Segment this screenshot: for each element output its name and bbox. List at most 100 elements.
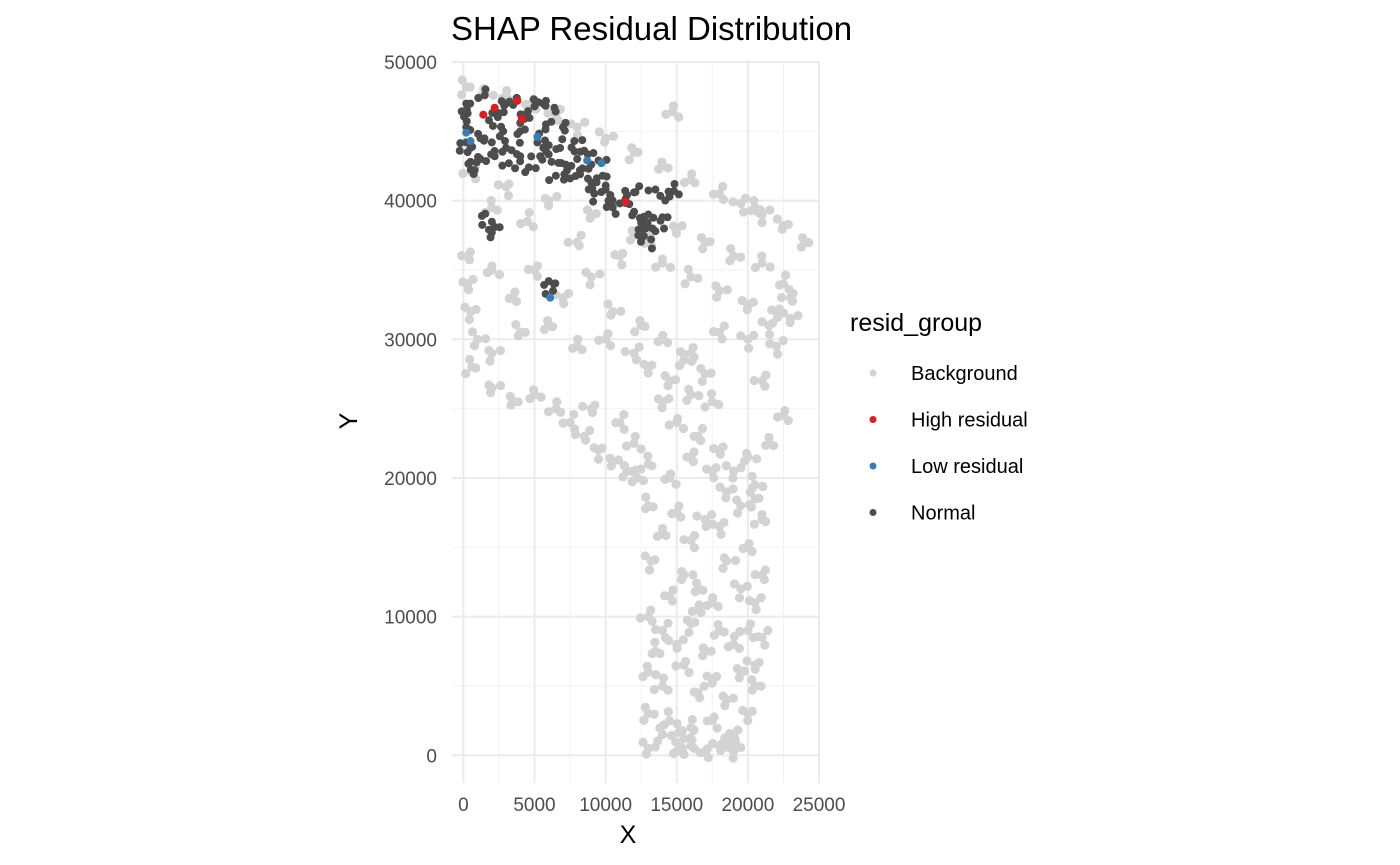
data-point — [711, 463, 721, 473]
data-point — [597, 443, 607, 453]
data-point — [552, 397, 562, 407]
data-point — [730, 555, 741, 566]
data-point — [684, 384, 694, 394]
data-point — [787, 296, 798, 306]
data-point — [729, 466, 739, 476]
data-point — [682, 615, 692, 625]
data-point — [744, 343, 754, 353]
data-point — [474, 94, 483, 103]
data-point — [709, 630, 719, 640]
data-point — [504, 293, 514, 304]
y-tick-label: 50000 — [384, 53, 437, 74]
chart-title: SHAP Residual Distribution — [451, 10, 852, 47]
data-point — [647, 648, 657, 659]
data-point — [698, 651, 708, 661]
data-point — [480, 136, 489, 145]
data-point — [683, 264, 693, 274]
data-point — [688, 570, 698, 580]
data-point — [697, 376, 707, 387]
data-point — [481, 85, 490, 94]
data-point — [702, 600, 712, 611]
data-point — [484, 345, 494, 356]
data-point — [743, 716, 753, 726]
data-point — [472, 158, 481, 167]
data-point — [548, 286, 557, 295]
data-point — [646, 605, 656, 615]
data-point — [675, 347, 686, 357]
data-point — [480, 91, 489, 100]
data-point — [471, 363, 481, 373]
data-point — [489, 121, 498, 130]
data-point — [714, 400, 724, 410]
data-point — [497, 97, 506, 106]
data-point — [597, 188, 606, 197]
data-point — [785, 317, 795, 328]
data-point — [749, 330, 759, 340]
data-point — [757, 251, 767, 261]
data-point — [464, 255, 475, 265]
data-point — [736, 463, 746, 473]
data-point — [625, 235, 636, 245]
data-point — [718, 563, 728, 573]
data-point — [466, 137, 475, 146]
data-point — [776, 292, 787, 303]
data-point — [756, 681, 766, 691]
data-point — [697, 423, 708, 434]
data-point — [663, 618, 673, 628]
data-point — [634, 342, 644, 352]
data-point — [464, 159, 473, 168]
data-point — [597, 159, 606, 168]
data-point — [642, 661, 652, 671]
data-point — [482, 157, 491, 166]
data-point — [643, 368, 653, 378]
data-point — [667, 509, 677, 519]
data-point — [467, 327, 478, 337]
data-point — [757, 509, 767, 520]
data-point — [647, 616, 657, 626]
data-point — [680, 656, 691, 667]
legend-key-dot — [869, 462, 877, 470]
data-point — [686, 733, 696, 743]
data-point — [636, 464, 646, 474]
data-point — [540, 280, 549, 289]
data-point — [698, 585, 708, 595]
data-point — [709, 473, 719, 483]
data-point — [708, 189, 719, 199]
data-point — [660, 224, 669, 233]
data-point — [595, 269, 605, 279]
data-point — [720, 733, 730, 743]
data-point — [674, 727, 684, 737]
data-point — [679, 177, 690, 188]
data-point — [639, 224, 648, 233]
data-point — [552, 191, 562, 202]
data-point — [591, 208, 601, 219]
data-point — [663, 707, 673, 717]
data-point — [561, 118, 570, 127]
data-point — [576, 147, 585, 156]
data-point — [668, 221, 679, 231]
data-point — [620, 347, 630, 357]
data-point — [765, 262, 775, 272]
data-point — [648, 224, 657, 233]
data-point — [505, 97, 514, 106]
data-point — [677, 567, 687, 577]
data-point — [674, 190, 683, 199]
y-tick-label: 30000 — [384, 330, 437, 351]
data-point — [543, 108, 553, 118]
data-point — [702, 464, 712, 474]
data-point — [511, 319, 521, 330]
legend-entry-label: Normal — [911, 503, 975, 525]
data-point — [515, 138, 524, 147]
data-point — [590, 189, 599, 198]
data-point — [486, 233, 495, 242]
data-point — [465, 82, 475, 92]
data-point — [640, 321, 650, 332]
data-point — [747, 471, 757, 481]
data-point — [600, 137, 610, 147]
data-point — [679, 535, 689, 545]
data-point — [533, 138, 542, 147]
data-point — [670, 375, 681, 385]
y-tick-label: 0 — [426, 746, 437, 767]
data-point — [513, 331, 523, 341]
